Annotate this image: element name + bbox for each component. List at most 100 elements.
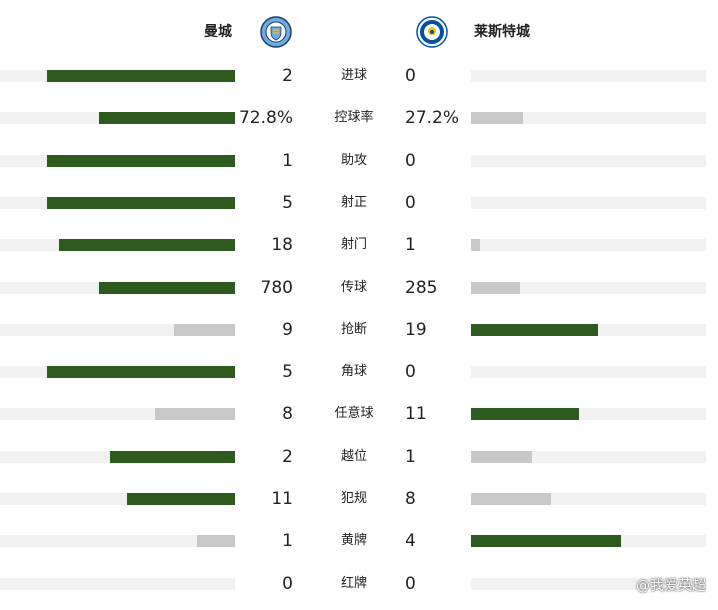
home-stat-value: 5: [282, 192, 293, 213]
home-stat-track: [0, 112, 235, 125]
home-stat-bar: [99, 112, 235, 125]
home-stat-bar: [47, 154, 235, 167]
stat-label: 控球率: [334, 110, 374, 126]
stat-row: 9 抢断 19: [0, 314, 718, 356]
away-stat-bar: [471, 239, 480, 252]
home-stat-value: 1: [282, 150, 293, 171]
home-stat-track: [0, 535, 235, 548]
stat-label: 传球: [340, 279, 367, 295]
home-stat-value: 2: [282, 66, 293, 86]
away-stat-track: [471, 366, 706, 379]
home-stat-track: [0, 154, 235, 167]
away-stat-bar: [471, 450, 532, 463]
away-stat-bar: [471, 323, 598, 336]
home-stat-track: [0, 239, 235, 252]
away-stat-track: [471, 577, 706, 590]
watermark: @我爱英超: [636, 578, 706, 594]
away-stat-track: [471, 239, 706, 252]
away-stat-track: [471, 281, 706, 294]
home-stat-value: 1: [282, 531, 293, 552]
away-stat-value: 0: [405, 362, 416, 383]
home-stat-track: [0, 493, 235, 505]
stat-row: 2 进球 0: [0, 60, 718, 102]
home-stat-bar: [127, 493, 235, 505]
away-stat-bar: [471, 281, 520, 294]
away-stat-bar: [471, 408, 579, 421]
home-team-name: 曼城: [204, 24, 232, 40]
home-stat-bar: [110, 450, 235, 463]
stat-label: 射门: [340, 237, 367, 253]
away-stat-value: 1: [405, 446, 416, 467]
home-stat-bar: [174, 323, 235, 336]
stat-row: 5 射正 0: [0, 187, 718, 229]
stat-label: 越位: [340, 448, 367, 464]
stat-row: 72.8% 控球率 27.2%: [0, 102, 718, 144]
away-stat-value: 0: [405, 573, 416, 594]
away-stat-track: [471, 112, 706, 125]
away-stat-value: 285: [405, 277, 438, 298]
away-stat-value: 0: [405, 150, 416, 171]
home-stat-bar: [47, 70, 235, 82]
away-stat-track: [471, 196, 706, 209]
home-stat-value: 11: [271, 489, 293, 509]
home-stat-track: [0, 323, 235, 336]
away-stat-value: 1: [405, 235, 416, 256]
stat-label: 犯规: [340, 491, 367, 506]
away-stat-track: [471, 323, 706, 336]
stat-label: 助攻: [340, 152, 367, 168]
stat-row: 8 任意球 11: [0, 398, 718, 440]
away-stat-bar: [471, 535, 621, 548]
home-stat-bar: [197, 535, 235, 548]
home-stat-value: 18: [271, 235, 293, 256]
home-stat-value: 8: [282, 404, 293, 425]
home-stat-track: [0, 70, 235, 82]
home-stat-bar: [47, 366, 235, 379]
away-team-name: 莱斯特城: [474, 24, 530, 40]
stat-row: 780 传球 285: [0, 272, 718, 314]
stat-label: 抢断: [340, 321, 367, 337]
away-stat-track: [471, 493, 706, 505]
manchester-city-crest-icon: [260, 16, 292, 48]
away-stat-value: 8: [405, 489, 416, 509]
stat-label: 进球: [340, 68, 367, 83]
away-stat-value: 19: [405, 319, 427, 340]
away-stat-value: 11: [405, 404, 427, 425]
away-stat-bar: [471, 112, 523, 125]
away-stat-track: [471, 70, 706, 82]
home-stat-value: 780: [260, 277, 293, 298]
home-stat-bar: [155, 408, 235, 421]
stat-label: 黄牌: [340, 533, 367, 549]
stat-row: 2 越位 1: [0, 441, 718, 483]
home-stat-track: [0, 577, 235, 590]
home-stat-track: [0, 281, 235, 294]
away-stat-value: 0: [405, 66, 416, 86]
away-stat-track: [471, 535, 706, 548]
home-stat-track: [0, 408, 235, 421]
match-header: 曼城 莱斯特城: [0, 0, 718, 64]
home-stat-bar: [47, 196, 235, 209]
stat-label: 射正: [340, 194, 367, 210]
leicester-city-crest-icon: [416, 16, 448, 48]
stat-row: 18 射门 1: [0, 229, 718, 271]
stat-row: 0 红牌 0: [0, 568, 718, 610]
stat-row: 1 助攻 0: [0, 145, 718, 187]
home-stat-value: 72.8%: [238, 108, 293, 129]
home-stat-track: [0, 196, 235, 209]
away-stat-track: [471, 408, 706, 421]
stat-row: 1 黄牌 4: [0, 525, 718, 567]
home-stat-value: 2: [282, 446, 293, 467]
stat-label: 角球: [340, 364, 367, 380]
away-stat-value: 0: [405, 192, 416, 213]
home-stat-bar: [99, 281, 235, 294]
home-stat-value: 0: [282, 573, 293, 594]
stat-row: 5 角球 0: [0, 356, 718, 398]
stat-row: 11 犯规 8: [0, 483, 718, 525]
stat-label: 红牌: [340, 575, 367, 591]
home-stat-track: [0, 450, 235, 463]
away-stat-value: 27.2%: [405, 108, 460, 129]
away-stat-track: [471, 154, 706, 167]
home-stat-value: 9: [282, 319, 293, 340]
away-stat-value: 4: [405, 531, 416, 552]
stat-label: 任意球: [334, 406, 374, 422]
home-stat-value: 5: [282, 362, 293, 383]
